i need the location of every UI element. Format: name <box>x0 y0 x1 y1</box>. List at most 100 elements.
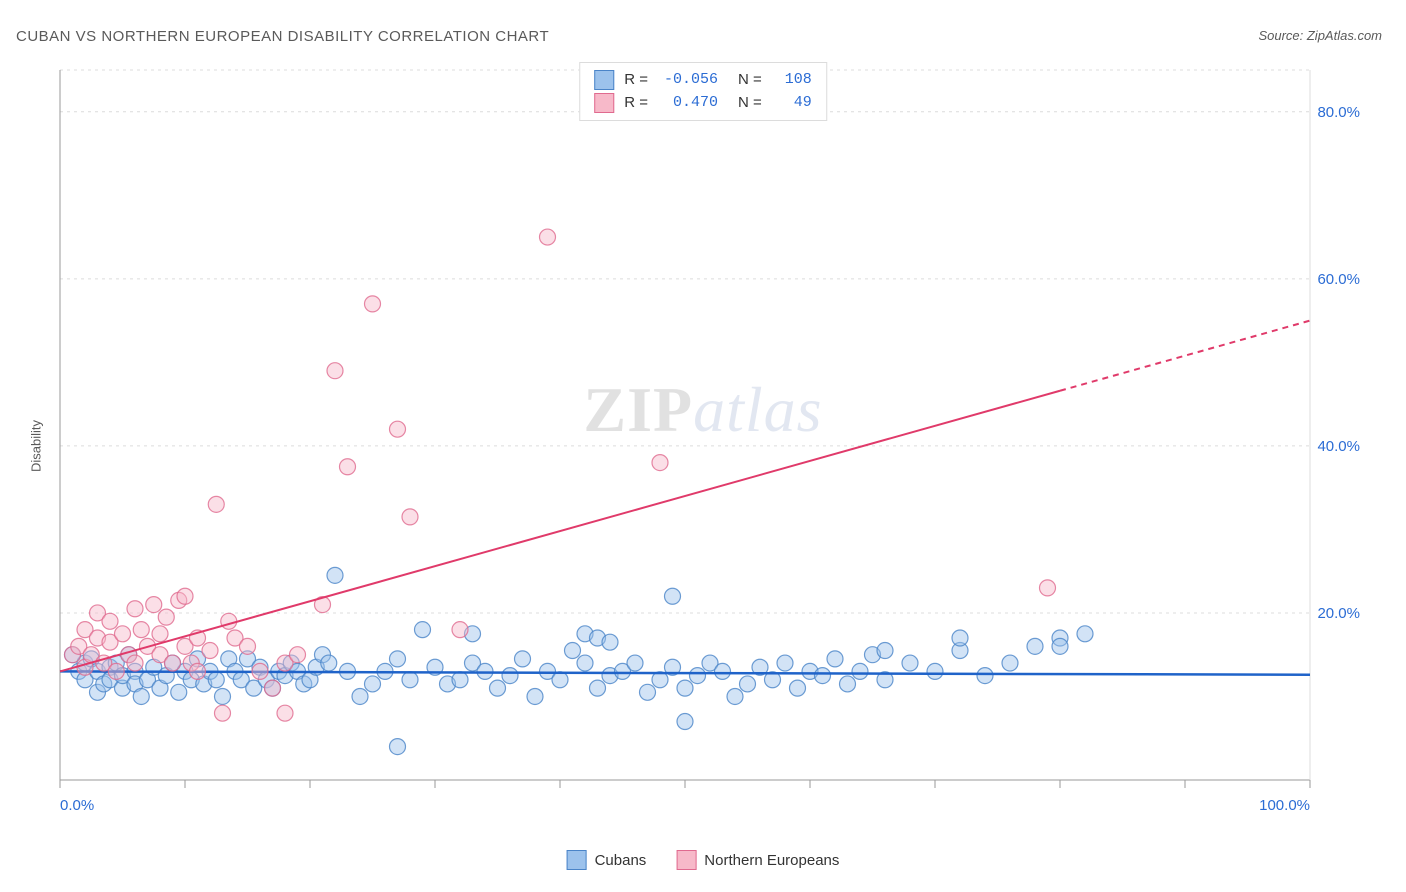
data-point <box>146 597 162 613</box>
data-point <box>1077 626 1093 642</box>
data-point <box>590 680 606 696</box>
legend-label: Northern Europeans <box>704 852 839 869</box>
data-point <box>127 655 143 671</box>
data-point <box>552 672 568 688</box>
legend-label: Cubans <box>595 852 647 869</box>
y-axis-label: 40.0% <box>1317 438 1360 455</box>
data-point <box>165 655 181 671</box>
data-point <box>365 296 381 312</box>
data-point <box>108 663 124 679</box>
data-point <box>152 626 168 642</box>
data-point <box>215 688 231 704</box>
data-point <box>840 676 856 692</box>
y-axis-label: 20.0% <box>1317 605 1360 622</box>
data-point <box>677 714 693 730</box>
legend-r-label: R = <box>624 69 648 92</box>
legend-row: R =0.470N =49 <box>594 92 812 115</box>
data-point <box>515 651 531 667</box>
data-point <box>1002 655 1018 671</box>
data-point <box>927 663 943 679</box>
data-point <box>740 676 756 692</box>
y-axis-label: 60.0% <box>1317 271 1360 288</box>
data-point <box>202 643 218 659</box>
data-point <box>852 663 868 679</box>
chart-title: CUBAN VS NORTHERN EUROPEAN DISABILITY CO… <box>16 28 549 45</box>
data-point <box>502 668 518 684</box>
data-point <box>327 363 343 379</box>
data-point <box>415 622 431 638</box>
data-point <box>565 643 581 659</box>
trend-line-dashed <box>1060 321 1310 391</box>
data-point <box>252 663 268 679</box>
data-point <box>527 688 543 704</box>
data-point <box>877 643 893 659</box>
data-point <box>452 622 468 638</box>
data-point <box>158 609 174 625</box>
data-point <box>133 688 149 704</box>
data-point <box>365 676 381 692</box>
data-point <box>277 705 293 721</box>
data-point <box>627 655 643 671</box>
chart-container: CUBAN VS NORTHERN EUROPEAN DISABILITY CO… <box>0 0 1406 892</box>
legend-item: Cubans <box>567 850 647 870</box>
data-point <box>402 672 418 688</box>
data-point <box>652 455 668 471</box>
data-point <box>321 655 337 671</box>
y-axis-title: Disability <box>29 420 44 472</box>
trend-line <box>60 391 1060 672</box>
data-point <box>390 739 406 755</box>
legend-r-value: -0.056 <box>658 69 718 92</box>
data-point <box>727 688 743 704</box>
legend-swatch <box>676 850 696 870</box>
scatter-plot: 0.0% 100.0% 20.0% 40.0% 60.0% 80.0% <box>50 60 1370 820</box>
series-legend: Cubans Northern Europeans <box>567 850 840 870</box>
data-point <box>690 668 706 684</box>
data-point <box>190 663 206 679</box>
legend-row: R = -0.056 N = 108 <box>594 69 812 92</box>
legend-n-label: N = <box>738 92 762 115</box>
data-point <box>221 613 237 629</box>
data-point <box>790 680 806 696</box>
legend-n-value: 49 <box>772 92 812 115</box>
data-point <box>208 496 224 512</box>
legend-item: Northern Europeans <box>676 850 839 870</box>
data-point <box>402 509 418 525</box>
data-point <box>577 655 593 671</box>
data-point <box>902 655 918 671</box>
legend-r-label: R = <box>624 92 648 115</box>
legend-swatch <box>567 850 587 870</box>
data-point <box>815 668 831 684</box>
data-point <box>1052 638 1068 654</box>
data-point <box>327 567 343 583</box>
data-point <box>777 655 793 671</box>
correlation-legend: R =-0.056N =108R =0.470N =49 <box>579 62 827 121</box>
data-point <box>602 634 618 650</box>
data-point <box>452 672 468 688</box>
data-point <box>952 630 968 646</box>
x-axis-label: 100.0% <box>1259 797 1310 814</box>
data-point <box>208 672 224 688</box>
data-point <box>102 613 118 629</box>
data-point <box>215 705 231 721</box>
data-point <box>115 626 131 642</box>
legend-n-value: 108 <box>772 69 812 92</box>
legend-n-label: N = <box>738 69 762 92</box>
data-point <box>1040 580 1056 596</box>
data-point <box>177 588 193 604</box>
data-point <box>240 638 256 654</box>
data-point <box>352 688 368 704</box>
data-point <box>390 651 406 667</box>
y-axis-label: 80.0% <box>1317 104 1360 121</box>
data-point <box>640 684 656 700</box>
data-point <box>827 651 843 667</box>
data-point <box>677 680 693 696</box>
x-axis-label: 0.0% <box>60 797 94 814</box>
data-point <box>490 680 506 696</box>
data-point <box>340 459 356 475</box>
data-point <box>390 421 406 437</box>
data-point <box>715 663 731 679</box>
legend-swatch <box>594 93 614 113</box>
legend-swatch <box>594 70 614 90</box>
data-point <box>540 229 556 245</box>
data-point <box>665 588 681 604</box>
